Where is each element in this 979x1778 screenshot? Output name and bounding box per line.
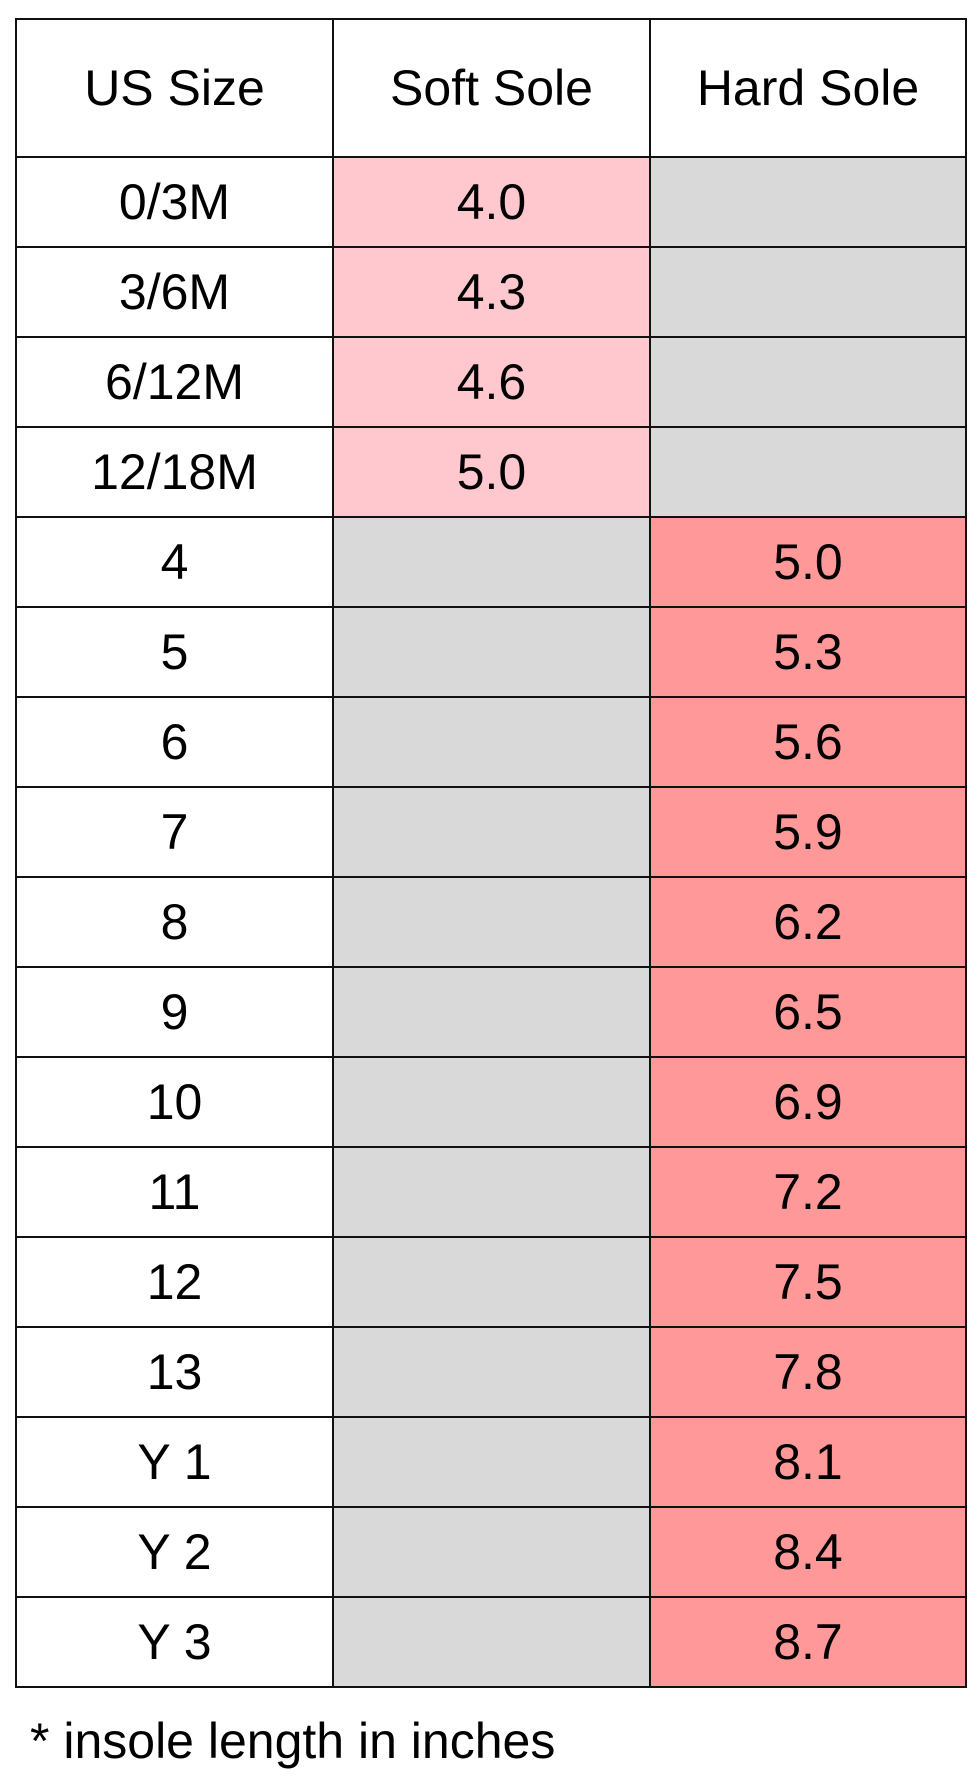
table-row: 5 5.3 [15, 606, 967, 698]
length-cell: 6.9 [649, 1056, 967, 1148]
table-row: 9 6.5 [15, 966, 967, 1058]
footnote: * insole length in inches [30, 1713, 556, 1769]
size-cell: 5 [15, 606, 334, 698]
length-cell: 8.1 [649, 1416, 967, 1508]
table-row: 4 5.0 [15, 516, 967, 608]
empty-cell [332, 1236, 651, 1328]
empty-cell [332, 516, 651, 608]
length-cell: 4.0 [332, 156, 651, 248]
column-header: Soft Sole [332, 18, 651, 158]
length-cell: 5.9 [649, 786, 967, 878]
empty-cell [649, 336, 967, 428]
table-row: Y 1 8.1 [15, 1416, 967, 1508]
length-cell: 7.5 [649, 1236, 967, 1328]
empty-cell [332, 696, 651, 788]
table-row: 8 6.2 [15, 876, 967, 968]
empty-cell [649, 426, 967, 518]
table-row: 13 7.8 [15, 1326, 967, 1418]
size-cell: 8 [15, 876, 334, 968]
column-header: US Size [15, 18, 334, 158]
length-cell: 5.6 [649, 696, 967, 788]
table-row: 12/18M 5.0 [15, 426, 967, 518]
empty-cell [332, 1506, 651, 1598]
table-row: 0/3M 4.0 [15, 156, 967, 248]
length-cell: 7.8 [649, 1326, 967, 1418]
empty-cell [649, 246, 967, 338]
table-row: 3/6M 4.3 [15, 246, 967, 338]
table-row: Y 3 8.7 [15, 1596, 967, 1688]
empty-cell [332, 606, 651, 698]
length-cell: 8.7 [649, 1596, 967, 1688]
length-cell: 5.0 [332, 426, 651, 518]
table-row: 12 7.5 [15, 1236, 967, 1328]
table-row: Y 2 8.4 [15, 1506, 967, 1598]
column-header: Hard Sole [649, 18, 967, 158]
empty-cell [332, 1416, 651, 1508]
size-table: US Size Soft Sole Hard Sole 0/3M 4.0 3/6M 4.3… [15, 18, 967, 1688]
length-cell: 5.0 [649, 516, 967, 608]
empty-cell [332, 786, 651, 878]
length-cell: 8.4 [649, 1506, 967, 1598]
empty-cell [332, 1056, 651, 1148]
size-cell: 9 [15, 966, 334, 1058]
length-cell: 4.3 [332, 246, 651, 338]
empty-cell [332, 1596, 651, 1688]
header-row: US Size Soft Sole Hard Sole [15, 18, 967, 158]
table-row: 7 5.9 [15, 786, 967, 878]
size-cell: 12 [15, 1236, 334, 1328]
size-cell: 7 [15, 786, 334, 878]
size-cell: 0/3M [15, 156, 334, 248]
length-cell: 6.5 [649, 966, 967, 1058]
size-cell: Y 3 [15, 1596, 334, 1688]
empty-cell [332, 876, 651, 968]
size-cell: 6/12M [15, 336, 334, 428]
size-cell: 3/6M [15, 246, 334, 338]
length-cell: 6.2 [649, 876, 967, 968]
empty-cell [332, 1146, 651, 1238]
table-row: 6/12M 4.6 [15, 336, 967, 428]
size-cell: Y 2 [15, 1506, 334, 1598]
empty-cell [649, 156, 967, 248]
size-cell: 10 [15, 1056, 334, 1148]
table-row: 11 7.2 [15, 1146, 967, 1238]
table-body: 0/3M 4.0 3/6M 4.3 6/12M 4.6 12/18M 5.0 4 5.0 5 5.3 6… [15, 156, 967, 1688]
size-cell: Y 1 [15, 1416, 334, 1508]
size-cell: 13 [15, 1326, 334, 1418]
size-cell: 12/18M [15, 426, 334, 518]
length-cell: 4.6 [332, 336, 651, 428]
table-row: 10 6.9 [15, 1056, 967, 1148]
length-cell: 7.2 [649, 1146, 967, 1238]
empty-cell [332, 966, 651, 1058]
table-row: 6 5.6 [15, 696, 967, 788]
size-cell: 6 [15, 696, 334, 788]
size-cell: 4 [15, 516, 334, 608]
length-cell: 5.3 [649, 606, 967, 698]
size-cell: 11 [15, 1146, 334, 1238]
empty-cell [332, 1326, 651, 1418]
